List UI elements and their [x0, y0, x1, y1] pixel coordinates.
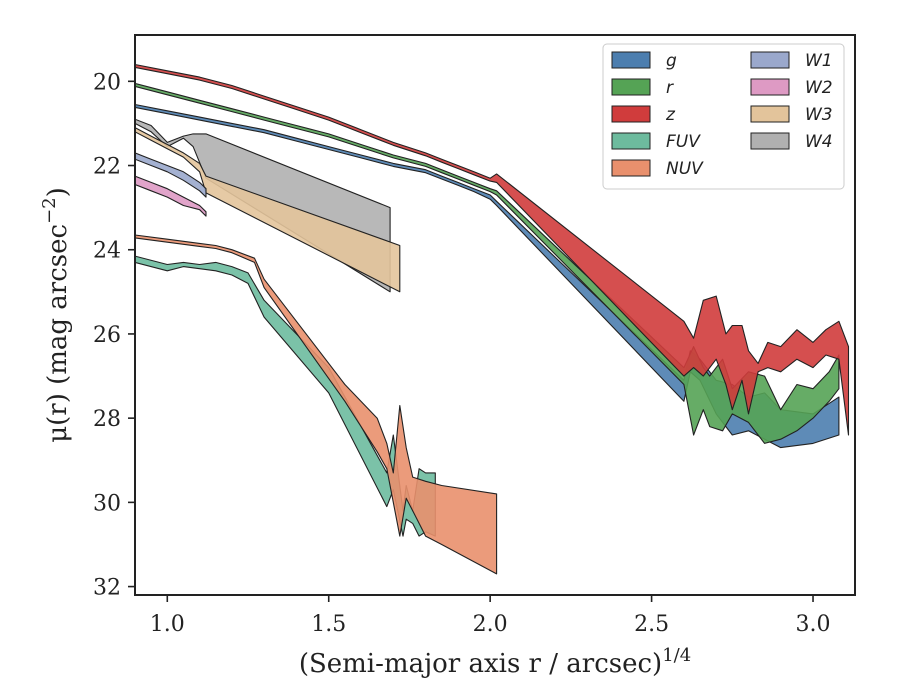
legend-item-w2: W2 [750, 78, 833, 98]
legend-label: z [665, 105, 676, 125]
legend-label: FUV [666, 132, 701, 152]
legend-swatch [611, 51, 651, 69]
legend-swatch [750, 105, 790, 123]
legend-swatch [750, 132, 790, 150]
legend-label: NUV [666, 159, 704, 179]
legend-swatch [611, 105, 651, 123]
y-tick-label: 28 [93, 407, 121, 432]
axis-ticks: 1.0 1.5 2.0 2.5 3.0 20 22 24 26 28 30 32 [93, 70, 831, 637]
legend-label: W1 [805, 51, 833, 71]
x-axis-title: (Semi-major axis r / arcsec)1/4 [299, 645, 691, 679]
y-axis-title: μ(r) (mag arcsec−2) [39, 187, 73, 443]
legend-item-w1: W1 [750, 51, 833, 71]
series-band-w3 [135, 127, 401, 293]
legend-item-nuv: NUV [611, 159, 704, 179]
legend-item-z: z [611, 105, 676, 125]
x-tick-label: 3.0 [796, 612, 831, 637]
y-tick-label: 24 [93, 239, 121, 264]
y-tick-label: 26 [93, 323, 121, 348]
x-tick-label: 1.0 [150, 612, 185, 637]
x-tick-label: 1.5 [311, 612, 346, 637]
y-tick-label: 30 [93, 491, 121, 516]
series-band-w2 [135, 175, 207, 217]
legend-item-r: r [611, 78, 674, 98]
series-band-fuv [135, 255, 436, 537]
legend-item-w4: W4 [750, 132, 833, 152]
legend-swatch [750, 78, 790, 96]
x-tick-label: 2.5 [634, 612, 669, 637]
legend-swatch [611, 78, 651, 96]
y-tick-label: 22 [93, 155, 121, 180]
series-bands [135, 63, 850, 575]
y-tick-label: 32 [93, 576, 121, 601]
legend-swatch [611, 159, 651, 177]
legend: grz FUV NUV W1 W2 W3 W4 [602, 43, 845, 190]
y-tick-label: 20 [93, 70, 121, 95]
legend-label: W3 [805, 105, 833, 125]
legend-swatch [750, 51, 790, 69]
plot-frame [134, 34, 856, 596]
x-tick-label: 2.0 [473, 612, 508, 637]
legend-item-g: g [611, 51, 677, 71]
legend-item-fuv: FUV [611, 132, 701, 152]
legend-label: g [666, 51, 677, 71]
legend-item-w3: W3 [750, 105, 833, 125]
legend-label: r [666, 78, 674, 98]
series-band-nuv [135, 234, 498, 575]
series-band-z [135, 63, 850, 436]
legend-label: W4 [805, 132, 833, 152]
legend-label: W2 [805, 78, 833, 98]
series-band-w1 [135, 152, 207, 198]
legend-swatch [611, 132, 651, 150]
